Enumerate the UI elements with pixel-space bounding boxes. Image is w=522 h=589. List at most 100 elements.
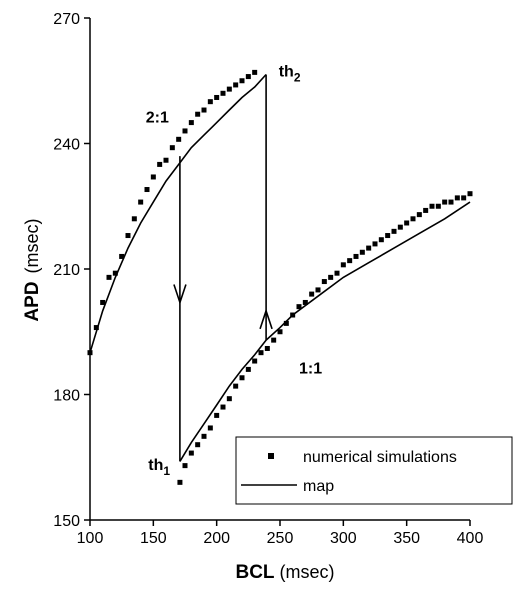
data-point: [214, 412, 220, 418]
data-point: [252, 69, 258, 75]
x-tick-label: 200: [203, 530, 230, 547]
y-tick-label: 180: [53, 388, 80, 405]
data-point: [119, 253, 125, 259]
data-point: [125, 233, 131, 239]
legend-label-numerical-simulations: numerical simulations: [303, 449, 457, 466]
data-point: [188, 450, 194, 456]
x-ticks: 100 150 200 250 300 350 400: [77, 520, 483, 547]
data-point: [195, 111, 201, 117]
data-point: [214, 94, 220, 100]
x-axis-unit: (msec): [280, 562, 335, 582]
data-point: [410, 216, 416, 222]
data-point: [302, 299, 308, 305]
data-point: [264, 345, 270, 351]
map-line-segment: [89, 73, 267, 353]
data-point: [163, 157, 169, 163]
map-line-segment: [179, 339, 267, 462]
data-point: [271, 337, 277, 343]
data-point: [87, 350, 93, 356]
data-point: [334, 270, 340, 276]
y-axis-title-group: APD (msec): [22, 218, 43, 321]
arrow-down: [259, 308, 273, 330]
data-point: [423, 207, 429, 213]
data-point: [226, 86, 232, 92]
y-axis-label: APD: [22, 281, 43, 321]
x-tick-label: 250: [267, 530, 294, 547]
x-axis-title: BCL (msec): [235, 562, 334, 583]
data-point: [404, 220, 410, 226]
data-point: [290, 312, 296, 318]
data-point: [461, 195, 467, 201]
data-point: [442, 199, 448, 205]
data-point: [182, 463, 188, 469]
legend-marker-square: [268, 453, 274, 459]
data-point: [207, 99, 213, 105]
data-point: [448, 199, 454, 205]
data-point: [138, 199, 144, 205]
map-series: [89, 73, 471, 462]
data-point: [296, 304, 302, 310]
data-point: [233, 82, 239, 88]
data-point: [100, 299, 106, 305]
data-point: [397, 224, 403, 230]
legend: numerical simulations map: [235, 436, 513, 505]
data-point: [112, 270, 118, 276]
data-point: [328, 274, 334, 280]
data-point: [177, 479, 183, 485]
data-point: [353, 253, 359, 259]
y-tick-label: 210: [53, 262, 80, 279]
y-axis-title: APD (msec): [22, 218, 43, 321]
data-point: [378, 237, 384, 243]
data-point: [391, 228, 397, 234]
x-tick-label: 350: [393, 530, 420, 547]
data-point: [226, 396, 232, 402]
data-point: [315, 287, 321, 293]
legend-label-map: map: [303, 478, 334, 495]
data-point: [366, 245, 372, 251]
data-point: [321, 279, 327, 285]
data-point: [416, 212, 422, 218]
data-point: [201, 433, 207, 439]
annotations: 2:1 th2 1:1 th1: [146, 64, 322, 478]
x-tick-label: 150: [140, 530, 167, 547]
data-point: [157, 161, 163, 167]
data-point: [233, 383, 239, 389]
data-point: [150, 174, 156, 180]
data-point: [245, 366, 251, 372]
x-tick-label: 300: [330, 530, 357, 547]
data-point: [239, 78, 245, 84]
data-point: [245, 74, 251, 80]
data-point: [176, 136, 182, 142]
data-point: [252, 358, 258, 364]
data-point: [347, 258, 353, 264]
data-point: [283, 320, 289, 326]
data-point: [277, 329, 283, 335]
data-point: [220, 90, 226, 96]
data-point: [340, 262, 346, 268]
data-point: [131, 216, 137, 222]
data-point: [182, 128, 188, 134]
y-axis-unit: (msec): [22, 218, 42, 273]
x-tick-label: 100: [77, 530, 104, 547]
data-point: [195, 442, 201, 448]
annotation-label: 1:1: [299, 361, 322, 378]
numerical-simulations-series: [87, 69, 473, 485]
annotation-subscript: 2: [294, 71, 301, 85]
data-point: [201, 107, 207, 113]
map-line-segment: [265, 201, 471, 341]
y-tick-label: 270: [53, 11, 80, 28]
data-point: [93, 325, 99, 331]
data-point: [220, 404, 226, 410]
y-ticks: 150 180 210 240 270: [53, 11, 90, 530]
x-axis-label: BCL: [235, 562, 274, 583]
data-point: [385, 233, 391, 239]
data-point: [309, 291, 315, 297]
data-point: [435, 203, 441, 209]
annotation-label: th1: [148, 457, 170, 478]
arrow-up: [173, 284, 187, 305]
data-point: [169, 145, 175, 151]
data-point: [239, 375, 245, 381]
data-point: [454, 195, 460, 201]
